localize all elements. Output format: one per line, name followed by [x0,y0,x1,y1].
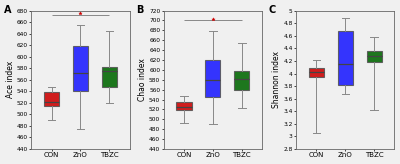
PathPatch shape [309,68,324,77]
Text: B: B [136,5,144,15]
PathPatch shape [234,71,249,90]
PathPatch shape [73,46,88,91]
PathPatch shape [176,102,192,110]
Y-axis label: Chao index: Chao index [138,58,147,101]
PathPatch shape [338,31,353,85]
Text: C: C [269,5,276,15]
PathPatch shape [367,51,382,62]
Y-axis label: Shannon index: Shannon index [272,51,281,108]
Y-axis label: Ace index: Ace index [6,61,14,98]
PathPatch shape [205,60,220,97]
PathPatch shape [44,92,59,106]
Text: A: A [4,5,11,15]
PathPatch shape [102,67,117,87]
